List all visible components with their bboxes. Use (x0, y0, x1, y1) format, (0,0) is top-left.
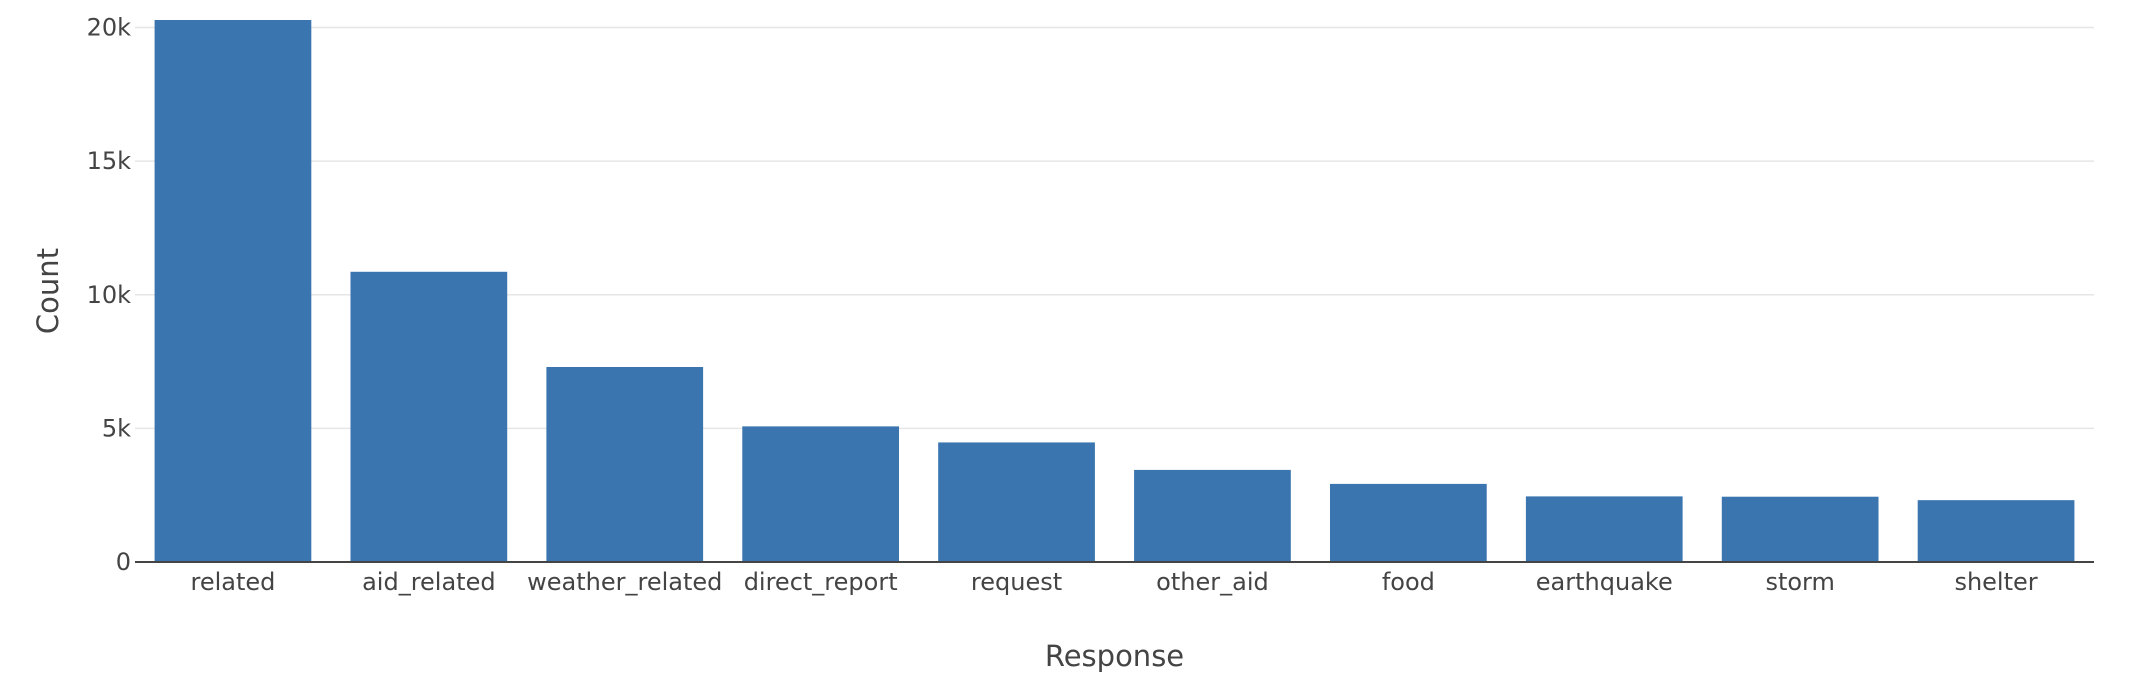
x-tick-label: food (1382, 568, 1435, 596)
bar-earthquake[interactable] (1525, 496, 1683, 562)
bar-shelter[interactable] (1917, 500, 2075, 562)
axes: 0 5k 10k 15k 20k related aid_related weather_re… (87, 14, 2094, 596)
x-tick-label: request (971, 568, 1062, 596)
x-tick-label: other_aid (1156, 568, 1269, 596)
y-tick-label: 0 (116, 548, 131, 576)
x-tick-label: shelter (1954, 568, 2037, 596)
bar-food[interactable] (1329, 483, 1487, 562)
bar-weather-related[interactable] (546, 367, 704, 562)
bar-related[interactable] (154, 20, 312, 562)
x-axis-title: Response (1045, 639, 1184, 673)
y-tick-label: 20k (87, 14, 132, 42)
x-tick-label: storm (1765, 568, 1834, 596)
bar-storm[interactable] (1721, 496, 1879, 562)
bar-request[interactable] (938, 442, 1095, 562)
y-axis-title: Count (31, 248, 65, 334)
x-tick-label: earthquake (1536, 568, 1673, 596)
bar-other-aid[interactable] (1134, 469, 1291, 562)
bars (154, 20, 2075, 562)
x-tick-label: direct_report (744, 568, 898, 596)
x-tick-label: aid_related (362, 568, 496, 596)
y-tick-label: 15k (87, 147, 132, 175)
y-tick-label: 10k (87, 281, 132, 309)
x-tick-label: weather_related (527, 568, 722, 596)
y-tick-label: 5k (102, 414, 131, 442)
x-tick-label: related (191, 568, 276, 596)
bar-direct-report[interactable] (742, 426, 900, 562)
bar-aid-related[interactable] (350, 271, 508, 562)
